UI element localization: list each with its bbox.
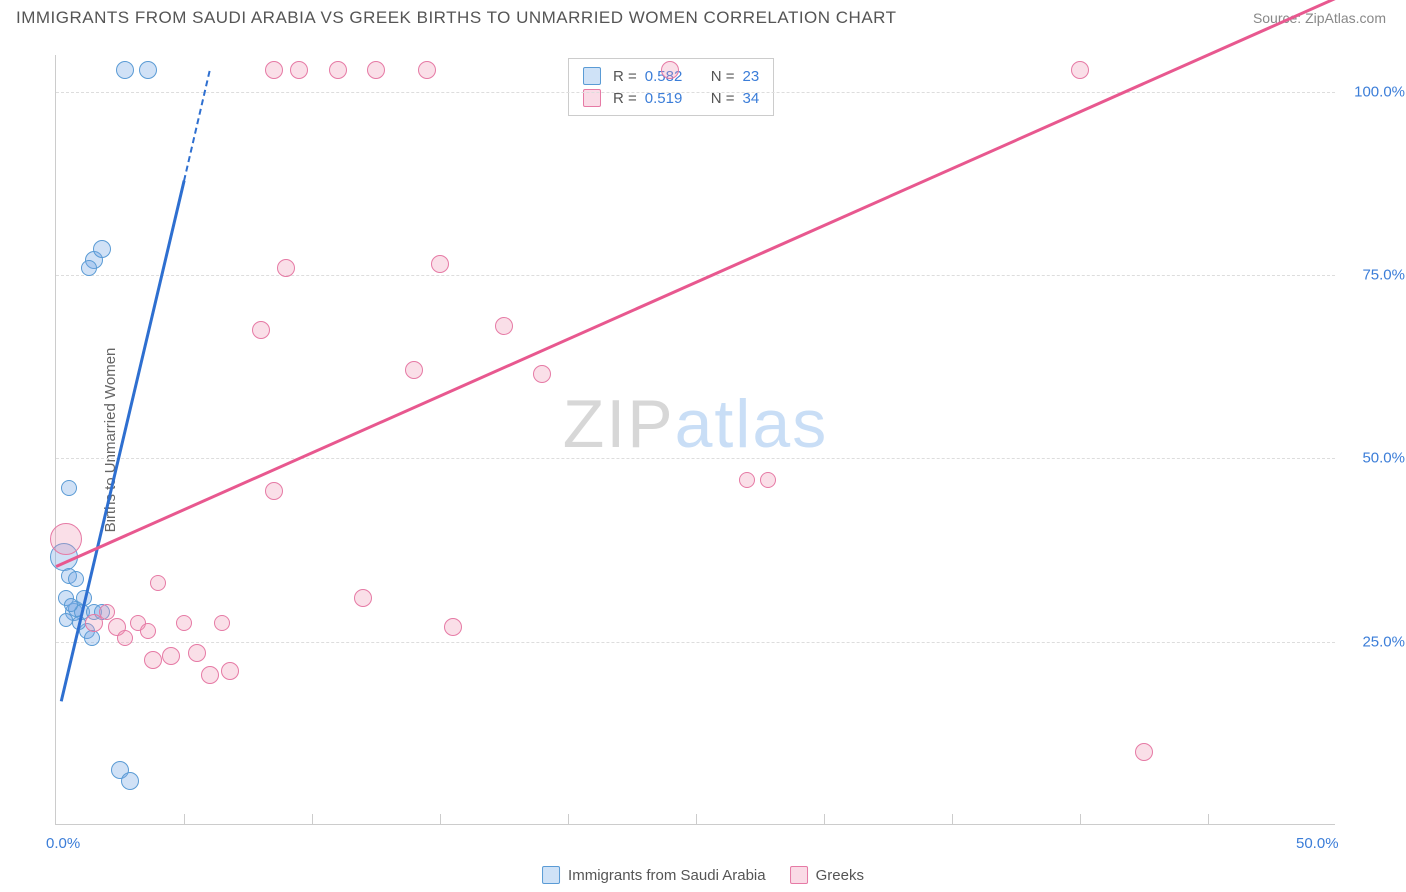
x-minor-tick <box>696 814 697 824</box>
legend-swatch-b <box>790 866 808 884</box>
data-point <box>739 472 755 488</box>
data-point <box>277 259 295 277</box>
data-point <box>81 260 97 276</box>
data-point <box>354 589 372 607</box>
y-tick-label: 25.0% <box>1362 633 1405 650</box>
data-point <box>84 630 100 646</box>
data-point <box>116 61 134 79</box>
legend-label-b: Greeks <box>816 867 864 884</box>
plot-area: Births to Unmarried Women ZIPatlas R = 0… <box>55 55 1335 825</box>
legend-n-value-a: 23 <box>743 68 760 85</box>
data-point <box>50 523 82 555</box>
data-point <box>121 772 139 790</box>
data-point <box>533 365 551 383</box>
data-point <box>265 61 283 79</box>
data-point <box>61 480 77 496</box>
x-tick-label: 50.0% <box>1296 835 1339 852</box>
legend-item-b: Greeks <box>790 866 864 884</box>
gridline-h <box>56 642 1335 643</box>
data-point <box>93 240 111 258</box>
data-point <box>144 651 162 669</box>
watermark-atlas: atlas <box>675 386 829 462</box>
chart-header: IMMIGRANTS FROM SAUDI ARABIA VS GREEK BI… <box>0 0 1406 36</box>
data-point <box>444 618 462 636</box>
chart-container: Births to Unmarried Women ZIPatlas R = 0… <box>55 55 1335 825</box>
gridline-h <box>56 92 1335 93</box>
watermark: ZIPatlas <box>563 385 828 463</box>
gridline-h <box>56 275 1335 276</box>
data-point <box>661 61 679 79</box>
x-minor-tick <box>824 814 825 824</box>
series-legend: Immigrants from Saudi Arabia Greeks <box>542 866 864 884</box>
data-point <box>290 61 308 79</box>
data-point <box>418 61 436 79</box>
watermark-zip: ZIP <box>563 386 675 462</box>
data-point <box>252 321 270 339</box>
data-point <box>201 666 219 684</box>
x-minor-tick <box>568 814 569 824</box>
y-tick-label: 50.0% <box>1362 450 1405 467</box>
legend-swatch-a <box>583 67 601 85</box>
x-minor-tick <box>440 814 441 824</box>
data-point <box>265 482 283 500</box>
data-point <box>176 615 192 631</box>
x-tick-label: 0.0% <box>46 835 80 852</box>
y-tick-label: 75.0% <box>1362 267 1405 284</box>
data-point <box>117 630 133 646</box>
data-point <box>68 571 84 587</box>
data-point <box>1071 61 1089 79</box>
x-minor-tick <box>1208 814 1209 824</box>
legend-r-label: R = <box>613 68 637 85</box>
data-point <box>431 255 449 273</box>
data-point <box>760 472 776 488</box>
legend-row-series-b: R = 0.519 N = 34 <box>583 87 759 109</box>
data-point <box>329 61 347 79</box>
gridline-h <box>56 458 1335 459</box>
x-minor-tick <box>312 814 313 824</box>
data-point <box>221 662 239 680</box>
x-minor-tick <box>1080 814 1081 824</box>
data-point <box>1135 743 1153 761</box>
x-minor-tick <box>184 814 185 824</box>
data-point <box>150 575 166 591</box>
y-tick-label: 100.0% <box>1354 83 1405 100</box>
data-point <box>214 615 230 631</box>
data-point <box>64 598 78 612</box>
data-point <box>140 623 156 639</box>
data-point <box>495 317 513 335</box>
legend-item-a: Immigrants from Saudi Arabia <box>542 866 766 884</box>
chart-title: IMMIGRANTS FROM SAUDI ARABIA VS GREEK BI… <box>16 8 897 28</box>
legend-label-a: Immigrants from Saudi Arabia <box>568 867 766 884</box>
data-point <box>188 644 206 662</box>
trend-line <box>183 70 211 180</box>
legend-n-label: N = <box>711 68 735 85</box>
data-point <box>139 61 157 79</box>
data-point <box>59 613 73 627</box>
legend-swatch-a <box>542 866 560 884</box>
y-axis-label: Births to Unmarried Women <box>102 347 119 532</box>
data-point <box>367 61 385 79</box>
data-point <box>162 647 180 665</box>
x-minor-tick <box>952 814 953 824</box>
data-point <box>405 361 423 379</box>
